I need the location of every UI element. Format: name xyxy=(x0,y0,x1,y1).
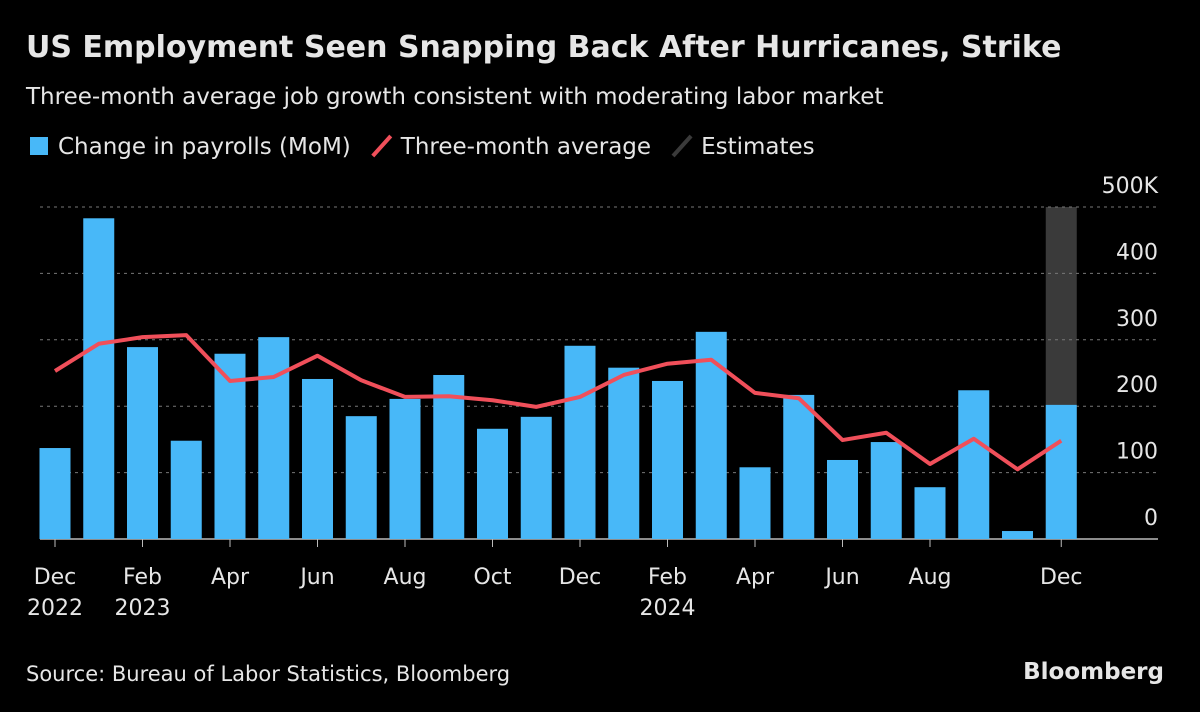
bar xyxy=(958,390,990,539)
bar xyxy=(870,442,902,539)
bar xyxy=(695,331,727,539)
bar xyxy=(433,374,465,539)
bar xyxy=(214,353,246,539)
bar xyxy=(302,378,333,539)
bar xyxy=(827,459,858,539)
bar xyxy=(520,416,552,539)
line xyxy=(53,333,1063,472)
bar xyxy=(564,345,596,539)
legend-label: Estimates xyxy=(701,134,815,160)
bar xyxy=(608,367,640,539)
x-tick-label: Apr xyxy=(211,565,250,590)
bar xyxy=(652,380,683,539)
bar xyxy=(783,394,815,539)
legend-label: Change in payrolls (MoM) xyxy=(58,134,351,160)
x-tick-label: Jun xyxy=(298,565,334,590)
bar xyxy=(170,440,202,539)
legend-label: Three-month average xyxy=(400,134,651,160)
x-tick-label: Feb xyxy=(648,565,687,590)
bar xyxy=(258,337,290,539)
brand: Bloomberg xyxy=(1023,659,1164,685)
x-tick-label: Dec xyxy=(1040,565,1083,590)
x-tick-label: Feb xyxy=(123,565,162,590)
x-tick-label: Aug xyxy=(384,565,427,590)
x-tick-label: Apr xyxy=(736,565,775,590)
legend: Change in payrolls (MoM) Three-month aver… xyxy=(30,134,815,160)
bar xyxy=(83,218,115,539)
legend-swatch xyxy=(671,134,693,158)
x-tick-label: Oct xyxy=(473,565,511,590)
bar xyxy=(739,467,771,539)
bar xyxy=(127,347,158,539)
bar xyxy=(39,448,71,539)
bar xyxy=(1045,404,1077,539)
x-year-label: 2023 xyxy=(115,596,171,621)
x-tick-label: Dec xyxy=(34,565,77,590)
bar xyxy=(1002,531,1033,539)
source: Source: Bureau of Labor Statistics, Bloo… xyxy=(26,662,510,686)
x-year-label: 2024 xyxy=(640,596,696,621)
y-tick-label: 400 xyxy=(1116,240,1158,265)
bar xyxy=(389,398,421,539)
bar xyxy=(914,487,946,539)
x-tick-label: Dec xyxy=(559,565,602,590)
bar xyxy=(345,416,377,539)
chart-subtitle: Three-month average job growth consisten… xyxy=(25,84,883,110)
x-tick-label: Jun xyxy=(823,565,859,590)
bar xyxy=(477,428,508,539)
x-year-label: 2022 xyxy=(27,596,83,621)
y-tick-label: 200 xyxy=(1116,373,1158,398)
x-tick-label: Aug xyxy=(909,565,952,590)
y-tick-label: 500K xyxy=(1102,174,1159,199)
chart-title: US Employment Seen Snapping Back After H… xyxy=(26,30,1061,65)
y-tick-label: 0 xyxy=(1144,506,1158,531)
y-tick-label: 100 xyxy=(1116,440,1158,465)
legend-swatch xyxy=(30,137,48,155)
y-tick-label: 300 xyxy=(1116,307,1158,332)
legend-swatch xyxy=(371,134,393,158)
